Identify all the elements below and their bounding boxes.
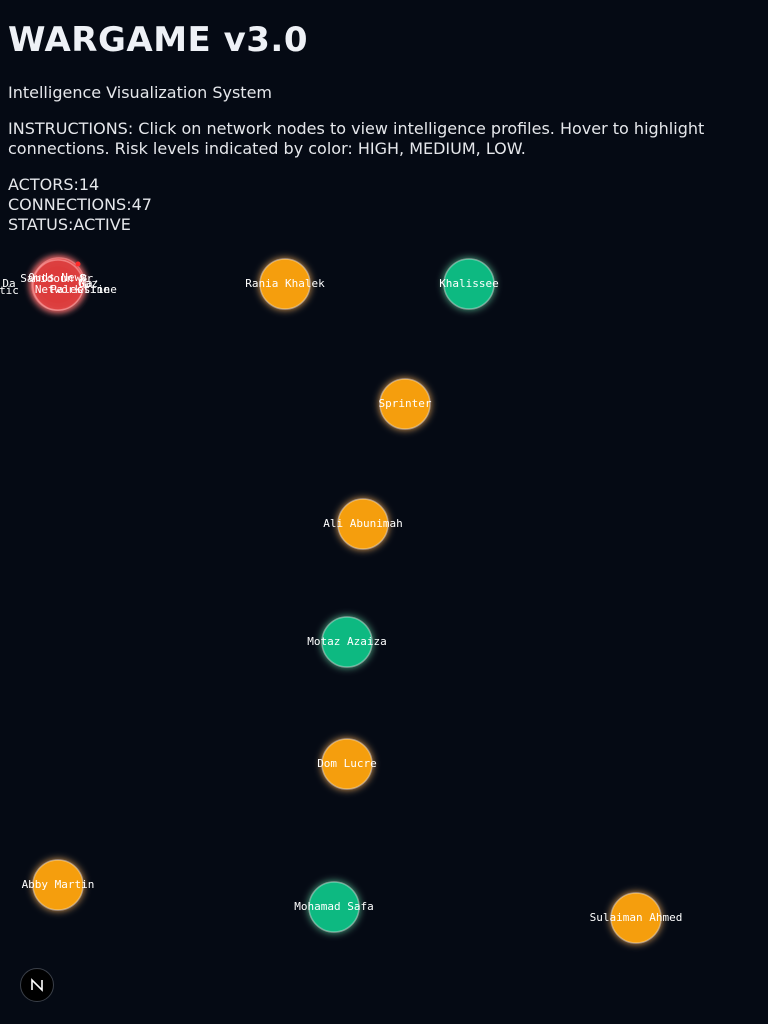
cluster-node-label: Ma [79, 277, 92, 290]
node-circle[interactable] [443, 258, 495, 310]
stat-actors-value: 14 [78, 175, 100, 194]
node-label: Sulaiman Ahmed [590, 911, 683, 924]
cluster-node-label: Samidoun Pr. [20, 272, 99, 285]
cluster-node-label: Network [35, 283, 82, 296]
node-dom-lucre[interactable]: Dom Lucre [317, 738, 377, 790]
node-rania-khalek[interactable]: Rania Khalek [245, 258, 325, 310]
node-sprinter[interactable]: Sprinter [379, 378, 432, 430]
stat-connections-value: 47 [131, 195, 152, 214]
stat-actors: ACTORS:14 [8, 175, 152, 195]
node-circle[interactable] [321, 616, 373, 668]
cluster-node-label: Quds News [28, 271, 88, 284]
node-label: Motaz Azaiza [307, 635, 386, 648]
n-logo-icon [31, 978, 43, 992]
node-label: Abby Martin [22, 878, 95, 891]
node-layer: Rania Khalek Khalissee Sprinter Ali Abunima… [22, 258, 683, 944]
node-circle[interactable] [610, 892, 662, 944]
stat-connections: CONNECTIONS:47 [8, 195, 152, 215]
node-abby-martin[interactable]: Abby Martin [22, 859, 95, 911]
page-title: WARGAME v3.0 [8, 20, 308, 60]
node-circle[interactable] [259, 258, 311, 310]
cluster-node-circle[interactable] [32, 259, 84, 311]
node-label: Mohamad Safa [294, 900, 373, 913]
stat-status: STATUS:ACTIVE [8, 215, 152, 235]
cluster-node-label: estine [77, 283, 117, 296]
node-label: Sprinter [379, 397, 432, 410]
n-logo-button[interactable] [20, 968, 54, 1002]
node-circle[interactable] [379, 378, 431, 430]
node-khalissee[interactable]: Khalissee [439, 258, 499, 310]
stat-status-value: ACTIVE [73, 215, 131, 234]
node-circle[interactable] [32, 859, 84, 911]
stats-panel: ACTORS:14 CONNECTIONS:47 STATUS:ACTIVE [8, 175, 152, 235]
cluster-node-label: Gaz [78, 277, 98, 290]
instructions-text: INSTRUCTIONS: Click on network nodes to … [8, 119, 705, 158]
page-subtitle: Intelligence Visualization System [8, 83, 272, 102]
node-label: Khalissee [439, 277, 499, 290]
alert-dot-icon [75, 261, 81, 267]
stat-actors-label: ACTORS: [8, 175, 79, 194]
stat-status-label: STATUS: [8, 215, 74, 234]
node-label: Dom Lucre [317, 757, 377, 770]
node-ali-abunimah[interactable]: Ali Abunimah [323, 498, 403, 550]
node-circle[interactable] [337, 498, 389, 550]
cluster-node-label: tic [0, 284, 19, 297]
node-mohamad-safa[interactable]: Mohamad Safa [294, 881, 374, 933]
node-label: Rania Khalek [245, 277, 325, 290]
node-label: Ali Abunimah [323, 517, 402, 530]
node-circle[interactable] [308, 881, 360, 933]
stat-connections-label: CONNECTIONS: [8, 195, 132, 214]
node-circle[interactable] [321, 738, 373, 790]
cluster-node-label: Palestine [50, 283, 110, 296]
cluster-node-label: Da [2, 277, 15, 290]
node-motaz-azaiza[interactable]: Motaz Azaiza [307, 616, 387, 668]
node-sulaiman-ahmed[interactable]: Sulaiman Ahmed [590, 892, 683, 944]
